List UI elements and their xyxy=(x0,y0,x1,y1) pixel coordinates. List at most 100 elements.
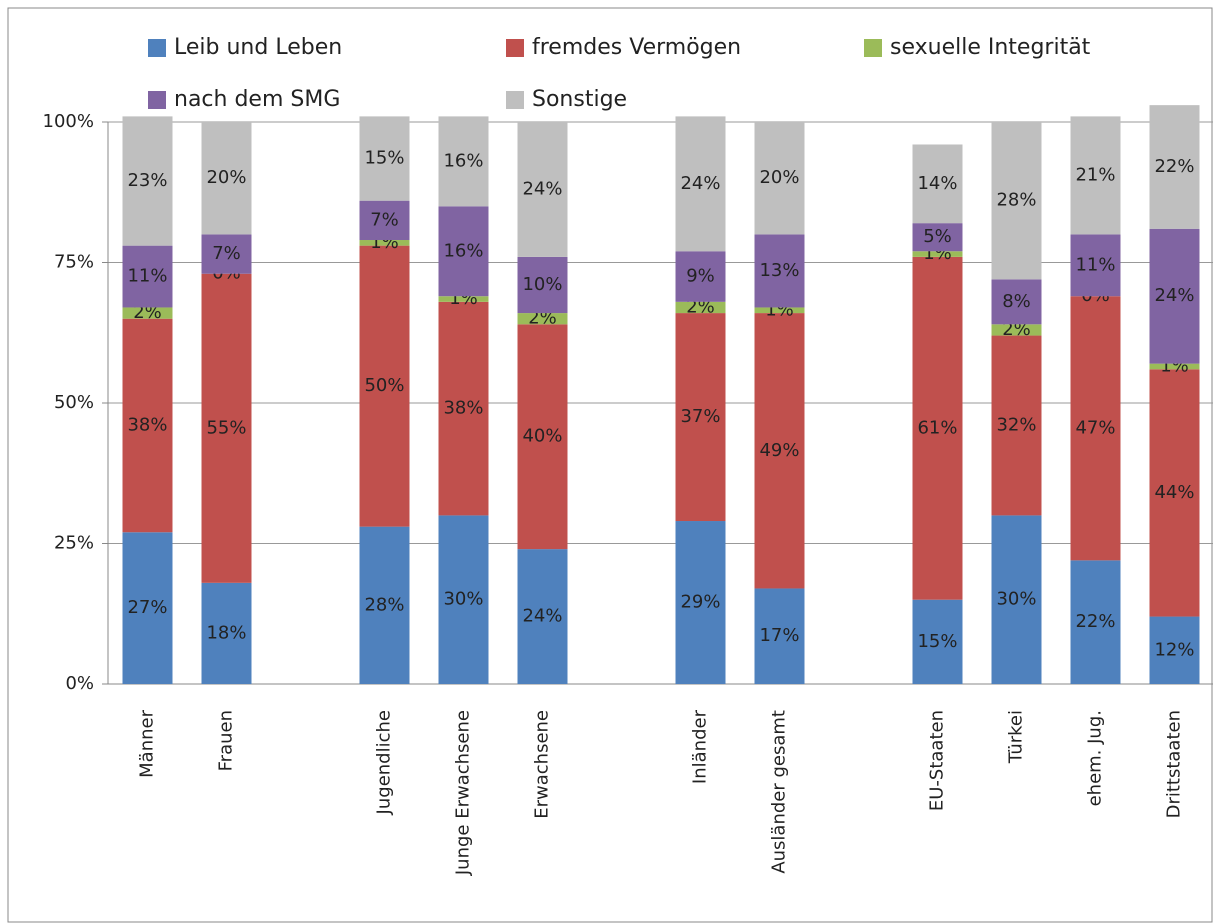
data-label: 11% xyxy=(127,266,167,287)
data-label: 44% xyxy=(1154,482,1194,503)
legend-swatch xyxy=(506,39,524,57)
bar-segment xyxy=(438,116,489,207)
bar-segment xyxy=(675,251,726,302)
data-label: 47% xyxy=(1075,417,1115,438)
data-label: 7% xyxy=(212,243,241,264)
data-label: 18% xyxy=(206,622,246,643)
data-label: 24% xyxy=(1154,285,1194,306)
data-label: 40% xyxy=(522,426,562,447)
bar-segment xyxy=(359,116,410,201)
bar-segment xyxy=(754,313,805,589)
bar-segment xyxy=(438,301,489,516)
bar-segment xyxy=(1149,228,1200,364)
bar-segment xyxy=(438,206,489,297)
legend-label: nach dem SMG xyxy=(174,87,340,112)
bar-segment xyxy=(912,251,963,257)
data-label: 10% xyxy=(522,274,562,295)
y-tick-label: 25% xyxy=(54,533,94,554)
bar-segment xyxy=(517,324,568,550)
bar-segment xyxy=(359,200,410,241)
bar-segment xyxy=(754,307,805,314)
data-label: 7% xyxy=(370,209,399,230)
legend-swatch xyxy=(148,39,166,57)
bar-segment xyxy=(438,296,489,302)
bar-segment xyxy=(122,532,173,684)
data-label: 13% xyxy=(759,260,799,281)
bar-segment xyxy=(517,122,568,257)
data-label: 15% xyxy=(917,631,957,652)
bar-segment xyxy=(1070,234,1121,297)
legend-label: Sonstige xyxy=(532,87,627,112)
x-tick-label: Junge Erwachsene xyxy=(453,710,474,876)
x-tick-label: Ausländer gesamt xyxy=(769,710,790,874)
bar-segment xyxy=(1149,369,1200,617)
data-label: 61% xyxy=(917,417,957,438)
bar-segment xyxy=(912,599,963,684)
data-label: 37% xyxy=(680,406,720,427)
data-label: 38% xyxy=(127,414,167,435)
legend-label: fremdes Vermögen xyxy=(532,35,741,60)
data-label: 14% xyxy=(917,173,957,194)
data-label: 24% xyxy=(680,173,720,194)
bar-segment xyxy=(675,313,726,522)
bar-segment xyxy=(675,521,726,684)
data-label: 30% xyxy=(443,589,483,610)
bar-segment xyxy=(359,240,410,246)
bar-segment xyxy=(1070,116,1121,235)
data-label: 17% xyxy=(759,625,799,646)
data-label: 9% xyxy=(686,266,715,287)
data-label: 12% xyxy=(1154,639,1194,660)
bar-segment xyxy=(359,526,410,684)
legend-label: Leib und Leben xyxy=(174,35,342,60)
y-tick-label: 0% xyxy=(65,673,94,694)
data-label: 11% xyxy=(1075,254,1115,275)
data-label: 21% xyxy=(1075,164,1115,185)
x-tick-label: EU-Staaten xyxy=(927,710,948,811)
x-tick-label: Männer xyxy=(137,709,158,777)
data-label: 23% xyxy=(127,170,167,191)
bar-segment xyxy=(754,588,805,684)
bar-segment xyxy=(359,245,410,527)
bar-segment xyxy=(991,335,1042,516)
bar-segment xyxy=(201,234,252,274)
data-label: 50% xyxy=(364,375,404,396)
x-tick-label: Türkei xyxy=(1006,710,1027,764)
data-label: 27% xyxy=(127,597,167,618)
legend-swatch xyxy=(506,91,524,109)
y-tick-label: 75% xyxy=(54,252,94,273)
x-tick-label: ehem. Jug. xyxy=(1085,710,1106,806)
x-tick-label: Drittstaaten xyxy=(1164,710,1185,818)
legend-label: sexuelle Integrität xyxy=(890,35,1091,60)
data-label: 20% xyxy=(206,167,246,188)
x-tick-label: Jugendliche xyxy=(374,710,395,815)
bar-segment xyxy=(675,301,726,314)
bar-segment xyxy=(122,116,173,246)
bar-segment xyxy=(754,234,805,308)
x-tick-label: Inländer xyxy=(690,709,711,784)
data-label: 8% xyxy=(1002,291,1031,312)
data-label: 15% xyxy=(364,148,404,169)
data-label: 20% xyxy=(759,167,799,188)
bar-segment xyxy=(1149,616,1200,684)
data-label: 22% xyxy=(1154,156,1194,177)
bar-segment xyxy=(754,122,805,235)
bar-segment xyxy=(122,318,173,533)
data-label: 32% xyxy=(996,414,1036,435)
data-label: 22% xyxy=(1075,611,1115,632)
bar-segment xyxy=(1070,560,1121,684)
bar-segment xyxy=(991,122,1042,280)
data-label: 49% xyxy=(759,440,799,461)
data-label: 29% xyxy=(680,592,720,613)
data-label: 30% xyxy=(996,589,1036,610)
bar-segment xyxy=(1070,296,1121,561)
data-label: 28% xyxy=(996,190,1036,211)
data-label: 5% xyxy=(923,226,952,247)
bar-segment xyxy=(675,116,726,252)
data-label: 16% xyxy=(443,240,483,261)
data-label: 24% xyxy=(522,606,562,627)
data-label: 28% xyxy=(364,594,404,615)
data-label: 55% xyxy=(206,417,246,438)
bar-segment xyxy=(991,324,1042,336)
x-tick-label: Frauen xyxy=(216,710,237,771)
